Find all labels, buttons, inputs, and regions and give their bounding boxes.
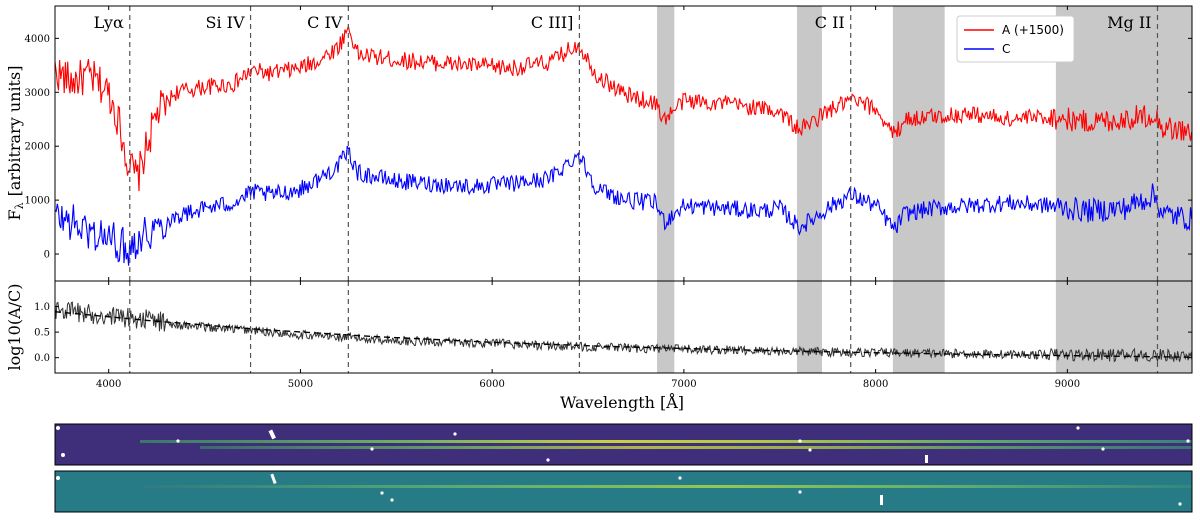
shaded-band (892, 6, 945, 281)
speck (270, 473, 277, 485)
ratio-frame (54, 280, 1193, 374)
speck (1178, 502, 1182, 506)
emission-line-label: C II (815, 13, 845, 32)
shaded-regions (657, 6, 1192, 281)
y-tick-label: 0.0 (34, 353, 50, 364)
emission-line-label: C III] (531, 13, 574, 32)
shaded-band (797, 6, 822, 281)
spectra-y-ticks: 0 1000 2000 3000 4000 (25, 34, 1192, 261)
legend-label-c: C (1002, 42, 1010, 56)
emission-line-label: Si IV (206, 13, 245, 32)
ratio-line (54, 301, 1193, 363)
legend-label-a: A (+1500) (1002, 23, 1064, 37)
y-tick-label: 2000 (25, 142, 50, 153)
shaded-band (657, 281, 675, 373)
x-axis-label: Wavelength [Å] (560, 392, 684, 412)
emission-line-markers (129, 6, 1159, 281)
speck (61, 453, 65, 457)
spectrum-c-trace (140, 485, 1192, 488)
speck (678, 476, 682, 480)
x-tick-label: 9000 (1055, 379, 1080, 390)
speck (56, 426, 60, 430)
spectrum-c-noise (55, 471, 1192, 512)
two-d-spectrum-c (54, 470, 1193, 513)
ratio-emission-line-markers (129, 281, 1159, 373)
x-tick-label: 4000 (96, 379, 121, 390)
legend: A (+1500) C (956, 15, 1075, 63)
spectrum-a-frame (54, 423, 1193, 466)
spectrum-c-background (55, 471, 1192, 512)
x-tick-label: 5000 (288, 379, 313, 390)
spectrum-a-noise (55, 424, 1192, 465)
x-tick-label: 7000 (671, 379, 696, 390)
y-tick-label: 1.0 (34, 302, 50, 313)
speck (370, 447, 374, 451)
speck (880, 495, 883, 505)
emission-line-label: Lyα (94, 13, 124, 32)
series-line-c (54, 145, 1193, 266)
speck (546, 458, 550, 462)
spectrum-a-trace-lower (200, 446, 1192, 449)
y-tick-label: 0 (44, 250, 50, 261)
two-d-spectrum-a (54, 423, 1193, 466)
cosmic-ray-specks (56, 426, 1190, 506)
ratio-x-ticks: 4000 5000 6000 7000 8000 9000 (96, 281, 1080, 390)
speck (453, 432, 457, 436)
legend-frame (956, 15, 1075, 63)
y-tick-label: 0.5 (34, 328, 50, 339)
spectra-y-axis-label: Fλ[arbitrary units] (5, 66, 26, 221)
ratio-fit-line (54, 311, 1193, 358)
ratio-shaded-regions (657, 281, 1192, 373)
spectra-series (54, 25, 1193, 266)
emission-line-label: Mg II (1107, 13, 1151, 32)
speck (390, 498, 394, 502)
y-tick-label: 3000 (25, 88, 50, 99)
spectra-x-ticks (108, 6, 1068, 281)
ratio-y-axis-label: log10(A/C) (5, 283, 24, 370)
shaded-band (797, 281, 822, 373)
speck (56, 476, 60, 480)
speck (798, 490, 802, 494)
x-tick-label: 6000 (479, 379, 504, 390)
shaded-band (1055, 6, 1192, 281)
ratio-panel: 0.0 0.5 1.0 4000 5000 6000 7000 8000 9000 Wavel… (5, 280, 1193, 412)
shaded-band (657, 6, 675, 281)
spectrum-c-frame (54, 470, 1193, 513)
speck (1186, 439, 1190, 443)
ratio-series (54, 301, 1193, 363)
emission-line-labels: Lyα Si IV C IV C III] C II Mg II (94, 13, 1152, 32)
series-line-a (54, 25, 1193, 192)
speck (176, 439, 180, 443)
spectrum-a-trace-upper (140, 440, 1192, 443)
ratio-y-ticks: 0.0 0.5 1.0 (34, 302, 1192, 364)
speck (808, 448, 812, 452)
x-tick-label: 8000 (863, 379, 888, 390)
speck (798, 439, 802, 443)
y-tick-label: 4000 (25, 34, 50, 45)
speck (1101, 447, 1105, 451)
speck (1076, 426, 1080, 430)
speck (268, 429, 276, 440)
speck (380, 491, 384, 495)
shaded-band (892, 281, 945, 373)
speck (925, 455, 928, 463)
y-tick-label: 1000 (25, 196, 50, 207)
spectra-panel: Lyα Si IV C IV C III] C II Mg II 0 1000 2000 300… (5, 5, 1193, 282)
emission-line-label: C IV (307, 13, 343, 32)
